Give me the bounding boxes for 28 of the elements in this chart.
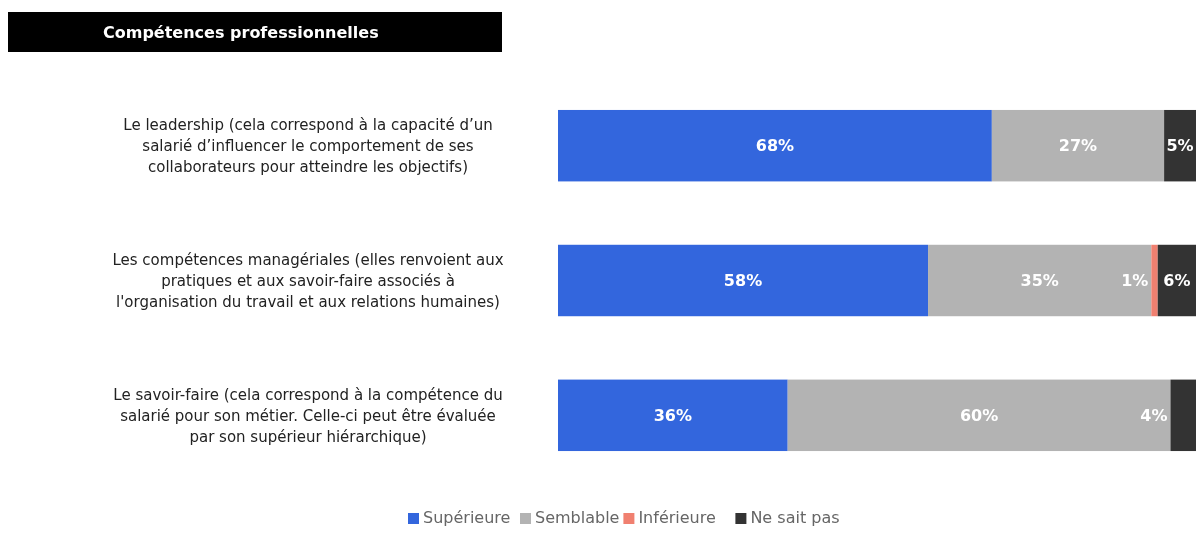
data-label: 6% xyxy=(1163,271,1191,291)
bar xyxy=(991,109,1165,182)
bar xyxy=(558,109,992,182)
legend-label: Ne sait pas xyxy=(750,508,840,527)
bar xyxy=(787,379,1171,452)
bar xyxy=(1151,244,1158,317)
data-label: 1% xyxy=(1121,271,1149,291)
bar xyxy=(558,379,788,452)
bar xyxy=(558,244,929,317)
bar xyxy=(1157,244,1196,317)
legend-label: Semblable xyxy=(535,508,620,527)
y-tick-label: Le leadership (cela correspond à la capacité d’un salarié d’influencer le comportement de ses collaborateurs pour atteindre les objectifs) xyxy=(123,115,493,176)
bar xyxy=(1164,109,1196,182)
data-label: 36% xyxy=(653,405,692,425)
data-label: 60% xyxy=(959,405,999,425)
data-label: 5% xyxy=(1166,136,1194,156)
data-label: 68% xyxy=(755,136,795,156)
y-tick-label: Le savoir-faire (cela correspond à la compétence du salarié pour son métier. Celle-ci peut être évaluée par son supérieur hiérarchique) xyxy=(113,385,503,446)
data-label: 27% xyxy=(1058,136,1098,156)
bar xyxy=(928,244,1152,317)
bar xyxy=(1170,379,1196,452)
text: Compétences professionnelles xyxy=(103,23,379,42)
data-label: 35% xyxy=(1020,271,1059,291)
legend-label: Inférieure xyxy=(638,508,716,527)
legend-label: Supérieure xyxy=(423,508,511,527)
y-tick-label: Les compétences managériales (elles renvoient aux pratiques et aux savoir-faire associés à l'organisation du travail et aux relations humaines) xyxy=(112,250,504,311)
data-label: 58% xyxy=(723,271,763,291)
data-label: 4% xyxy=(1140,405,1168,425)
